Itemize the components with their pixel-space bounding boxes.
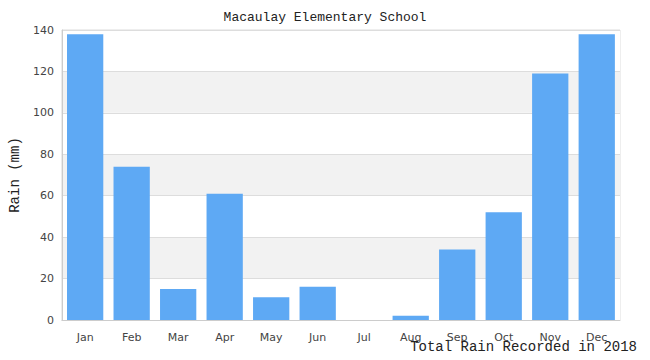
svg-text:60: 60 bbox=[40, 189, 54, 202]
svg-text:Apr: Apr bbox=[215, 331, 235, 344]
svg-text:140: 140 bbox=[33, 24, 54, 37]
svg-text:40: 40 bbox=[40, 231, 54, 244]
svg-text:Feb: Feb bbox=[122, 331, 141, 344]
svg-text:May: May bbox=[260, 331, 283, 344]
svg-text:120: 120 bbox=[33, 65, 54, 78]
svg-text:80: 80 bbox=[40, 148, 54, 161]
svg-text:20: 20 bbox=[40, 272, 54, 285]
svg-text:Mar: Mar bbox=[168, 331, 189, 344]
svg-text:Dec: Dec bbox=[586, 331, 608, 344]
svg-text:Rain (mm): Rain (mm) bbox=[7, 137, 23, 213]
svg-text:Oct: Oct bbox=[494, 331, 514, 344]
svg-text:Nov: Nov bbox=[539, 331, 561, 344]
svg-text:Jun: Jun bbox=[308, 331, 326, 344]
svg-text:Macaulay Elementary School: Macaulay Elementary School bbox=[224, 10, 427, 25]
svg-text:100: 100 bbox=[33, 106, 54, 119]
svg-text:Jan: Jan bbox=[76, 331, 94, 344]
svg-text:Jul: Jul bbox=[357, 331, 371, 344]
svg-text:0: 0 bbox=[47, 314, 54, 327]
svg-text:Total Rain Recorded in 2018: Total Rain Recorded in 2018 bbox=[410, 339, 637, 355]
svg-text:Aug: Aug bbox=[400, 331, 422, 344]
svg-text:Sep: Sep bbox=[446, 331, 468, 344]
